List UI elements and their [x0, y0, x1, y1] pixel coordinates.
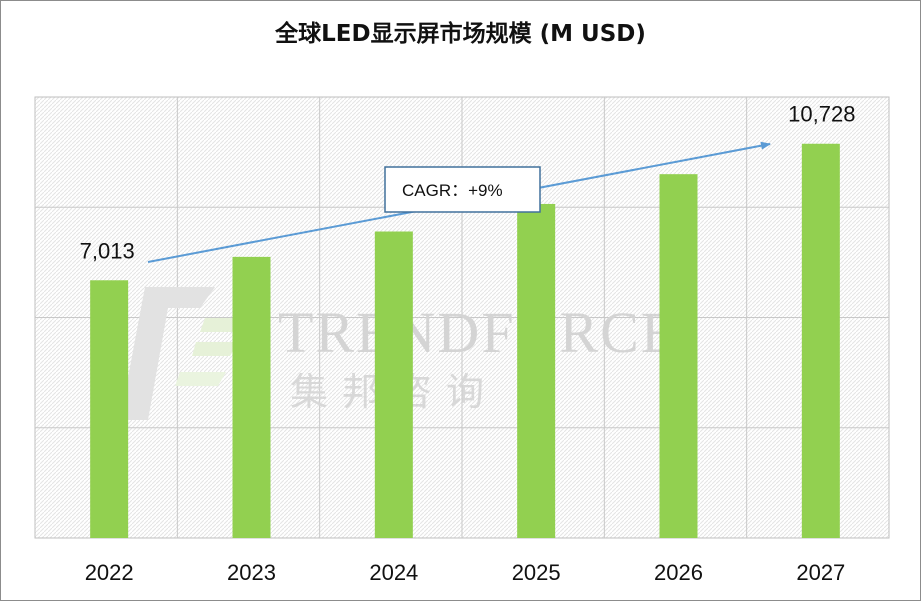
watermark-text: TRENDFORCE	[278, 300, 678, 365]
cagr-annotation: CAGR：+9%	[384, 166, 541, 213]
bar-2025	[517, 203, 556, 538]
data-label-2022: 7,013	[80, 238, 135, 263]
x-tick-2027: 2027	[796, 560, 845, 585]
bar-2026	[659, 174, 698, 539]
bar-2022	[90, 280, 129, 538]
data-labels: 7,013 10,728	[80, 102, 856, 264]
x-tick-2025: 2025	[512, 560, 561, 585]
bar-2023	[232, 256, 271, 538]
x-tick-2022: 2022	[85, 560, 134, 585]
cagr-box	[384, 166, 541, 213]
x-axis-ticks: 2022 2023 2024 2025 2026 2027	[85, 560, 846, 585]
bar-2027	[801, 143, 840, 538]
bar-2024	[374, 231, 413, 538]
x-tick-2023: 2023	[227, 560, 276, 585]
chart-title: 全球LED显示屏市场规模 (M USD)	[275, 21, 646, 47]
cagr-label: CAGR：+9%	[402, 181, 503, 200]
x-tick-2026: 2026	[654, 560, 703, 585]
data-label-2027: 10,728	[788, 102, 855, 127]
x-tick-2024: 2024	[369, 560, 418, 585]
bars	[90, 143, 840, 539]
